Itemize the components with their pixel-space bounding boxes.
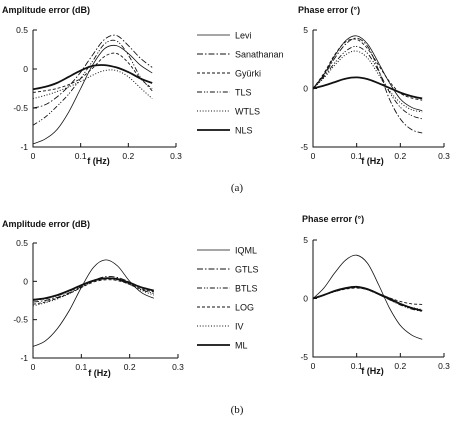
legend-item-label: Sanathanan bbox=[235, 50, 284, 60]
b-amplitude-series-ml bbox=[32, 277, 155, 301]
a-amplitude-xtick-label: 0.1 bbox=[75, 151, 87, 161]
a-phase-axes bbox=[312, 30, 444, 148]
a-phase-xtick-label: 0.1 bbox=[351, 151, 363, 161]
a-amplitude-xtick-label: 0.3 bbox=[170, 151, 182, 161]
a-phase-ytick-label: 0 bbox=[303, 84, 308, 94]
b-phase-ytick-label: 0 bbox=[303, 294, 308, 304]
legend-item-label: NLS bbox=[235, 126, 253, 136]
a-amplitude-series-gyrki bbox=[32, 52, 153, 93]
b-phase-series-iqml bbox=[312, 254, 423, 340]
legend-item-label: WTLS bbox=[235, 107, 260, 117]
b-amplitude-series-log bbox=[32, 279, 154, 305]
a-phase-series-levi bbox=[312, 35, 423, 112]
legend-item-label: GTLS bbox=[235, 265, 259, 275]
a-amplitude-xtick-label: 0.2 bbox=[122, 151, 134, 161]
b-amplitude-ytick-label: -1 bbox=[20, 353, 28, 363]
a-amplitude-ytick-label: -1 bbox=[20, 142, 28, 152]
a-amplitude-title: Amplitude error (dB) bbox=[2, 5, 90, 15]
a-phase-series-nls bbox=[312, 76, 423, 100]
b-phase-series-btls bbox=[312, 286, 423, 312]
a-phase-series-gyrki bbox=[312, 38, 423, 101]
legend-item-label: BTLS bbox=[235, 284, 258, 294]
legend-a: Levi Sanathanan Gyürki TLS WTLS NLS bbox=[197, 31, 284, 136]
panel-caption-a: (a) bbox=[231, 182, 244, 194]
a-phase-ytick-label: -5 bbox=[300, 142, 308, 152]
a-amplitude-xlabel: f (Hz) bbox=[87, 156, 110, 166]
a-phase-xtick-label: 0.2 bbox=[394, 151, 406, 161]
b-amplitude-series-iv bbox=[32, 277, 154, 307]
b-amplitude-ytick-label: 0 bbox=[23, 276, 28, 286]
legend-b: IQML GTLS BTLS LOG IV ML bbox=[197, 246, 259, 351]
a-amplitude-series-levi bbox=[32, 44, 153, 145]
b-amplitude-xlabel: f (Hz) bbox=[88, 368, 111, 378]
b-phase-xtick-label: 0 bbox=[311, 361, 316, 371]
b-phase-title: Phase error (°) bbox=[302, 214, 364, 224]
b-phase-xtick-label: 0.1 bbox=[351, 361, 363, 371]
a-amplitude-series-tls bbox=[32, 39, 153, 126]
b-phase-xlabel: f (Hz) bbox=[361, 366, 384, 376]
b-phase-series-ml bbox=[312, 285, 423, 312]
b-phase-axes bbox=[312, 240, 444, 358]
a-amplitude-series-wtls bbox=[32, 69, 153, 100]
legend-item-label: ML bbox=[235, 341, 248, 351]
a-phase-series-wtls bbox=[312, 50, 423, 113]
a-phase-xtick-label: 0.3 bbox=[438, 151, 450, 161]
b-amplitude-xtick-label: 0.3 bbox=[172, 362, 184, 372]
a-amplitude-xtick-label: 0 bbox=[31, 151, 36, 161]
b-phase-panel: Phase error (°)50-50 0.1 0.2 0.3f (Hz) bbox=[300, 214, 450, 376]
b-amplitude-xtick-label: 0 bbox=[31, 362, 36, 372]
a-amplitude-ytick-label: 0 bbox=[23, 64, 28, 74]
a-amplitude-series-nls bbox=[32, 64, 153, 91]
b-amplitude-xtick-label: 0.1 bbox=[75, 362, 87, 372]
b-phase-ytick-label: 5 bbox=[303, 235, 308, 245]
a-phase-series-sanathanan bbox=[312, 37, 423, 134]
legend-item-label: IQML bbox=[235, 246, 257, 256]
b-amplitude-panel: Amplitude error (dB)0.50-0.5-10 0.1 0.2 0.3… bbox=[2, 219, 184, 378]
legend-item-label: IV bbox=[235, 322, 244, 332]
b-amplitude-xtick-label: 0.2 bbox=[124, 362, 136, 372]
a-phase-panel: Phase error (°)50-50 0.1 0.2 0.3f (Hz) bbox=[298, 5, 450, 166]
legend-item-label: TLS bbox=[235, 88, 252, 98]
b-amplitude-title: Amplitude error (dB) bbox=[2, 219, 90, 229]
b-phase-series-log bbox=[312, 287, 423, 305]
panel-caption-b: (b) bbox=[231, 404, 244, 416]
legend-item-label: LOG bbox=[235, 303, 254, 313]
a-phase-xtick-label: 0 bbox=[311, 151, 316, 161]
b-amplitude-ytick-label: 0.5 bbox=[16, 238, 28, 248]
a-phase-xlabel: f (Hz) bbox=[361, 156, 384, 166]
a-phase-series-tls bbox=[312, 45, 423, 120]
b-phase-xtick-label: 0.2 bbox=[394, 361, 406, 371]
a-phase-title: Phase error (°) bbox=[298, 5, 360, 15]
a-phase-ytick-label: 5 bbox=[303, 25, 308, 35]
a-amplitude-panel: Amplitude error (dB)0.50-0.5-10 0.1 0.2 0.3… bbox=[2, 5, 182, 166]
b-phase-ytick-label: -5 bbox=[300, 352, 308, 362]
b-amplitude-ytick-label: -0.5 bbox=[13, 315, 28, 325]
a-amplitude-ytick-label: -0.5 bbox=[13, 103, 28, 113]
b-amplitude-series-iqml bbox=[32, 259, 154, 347]
a-amplitude-ytick-label: 0.5 bbox=[16, 25, 28, 35]
legend-item-label: Levi bbox=[235, 31, 252, 41]
b-phase-xtick-label: 0.3 bbox=[438, 361, 450, 371]
a-amplitude-series-sanathanan bbox=[32, 34, 153, 109]
legend-item-label: Gyürki bbox=[235, 69, 261, 79]
a-amplitude-axes bbox=[32, 30, 176, 148]
